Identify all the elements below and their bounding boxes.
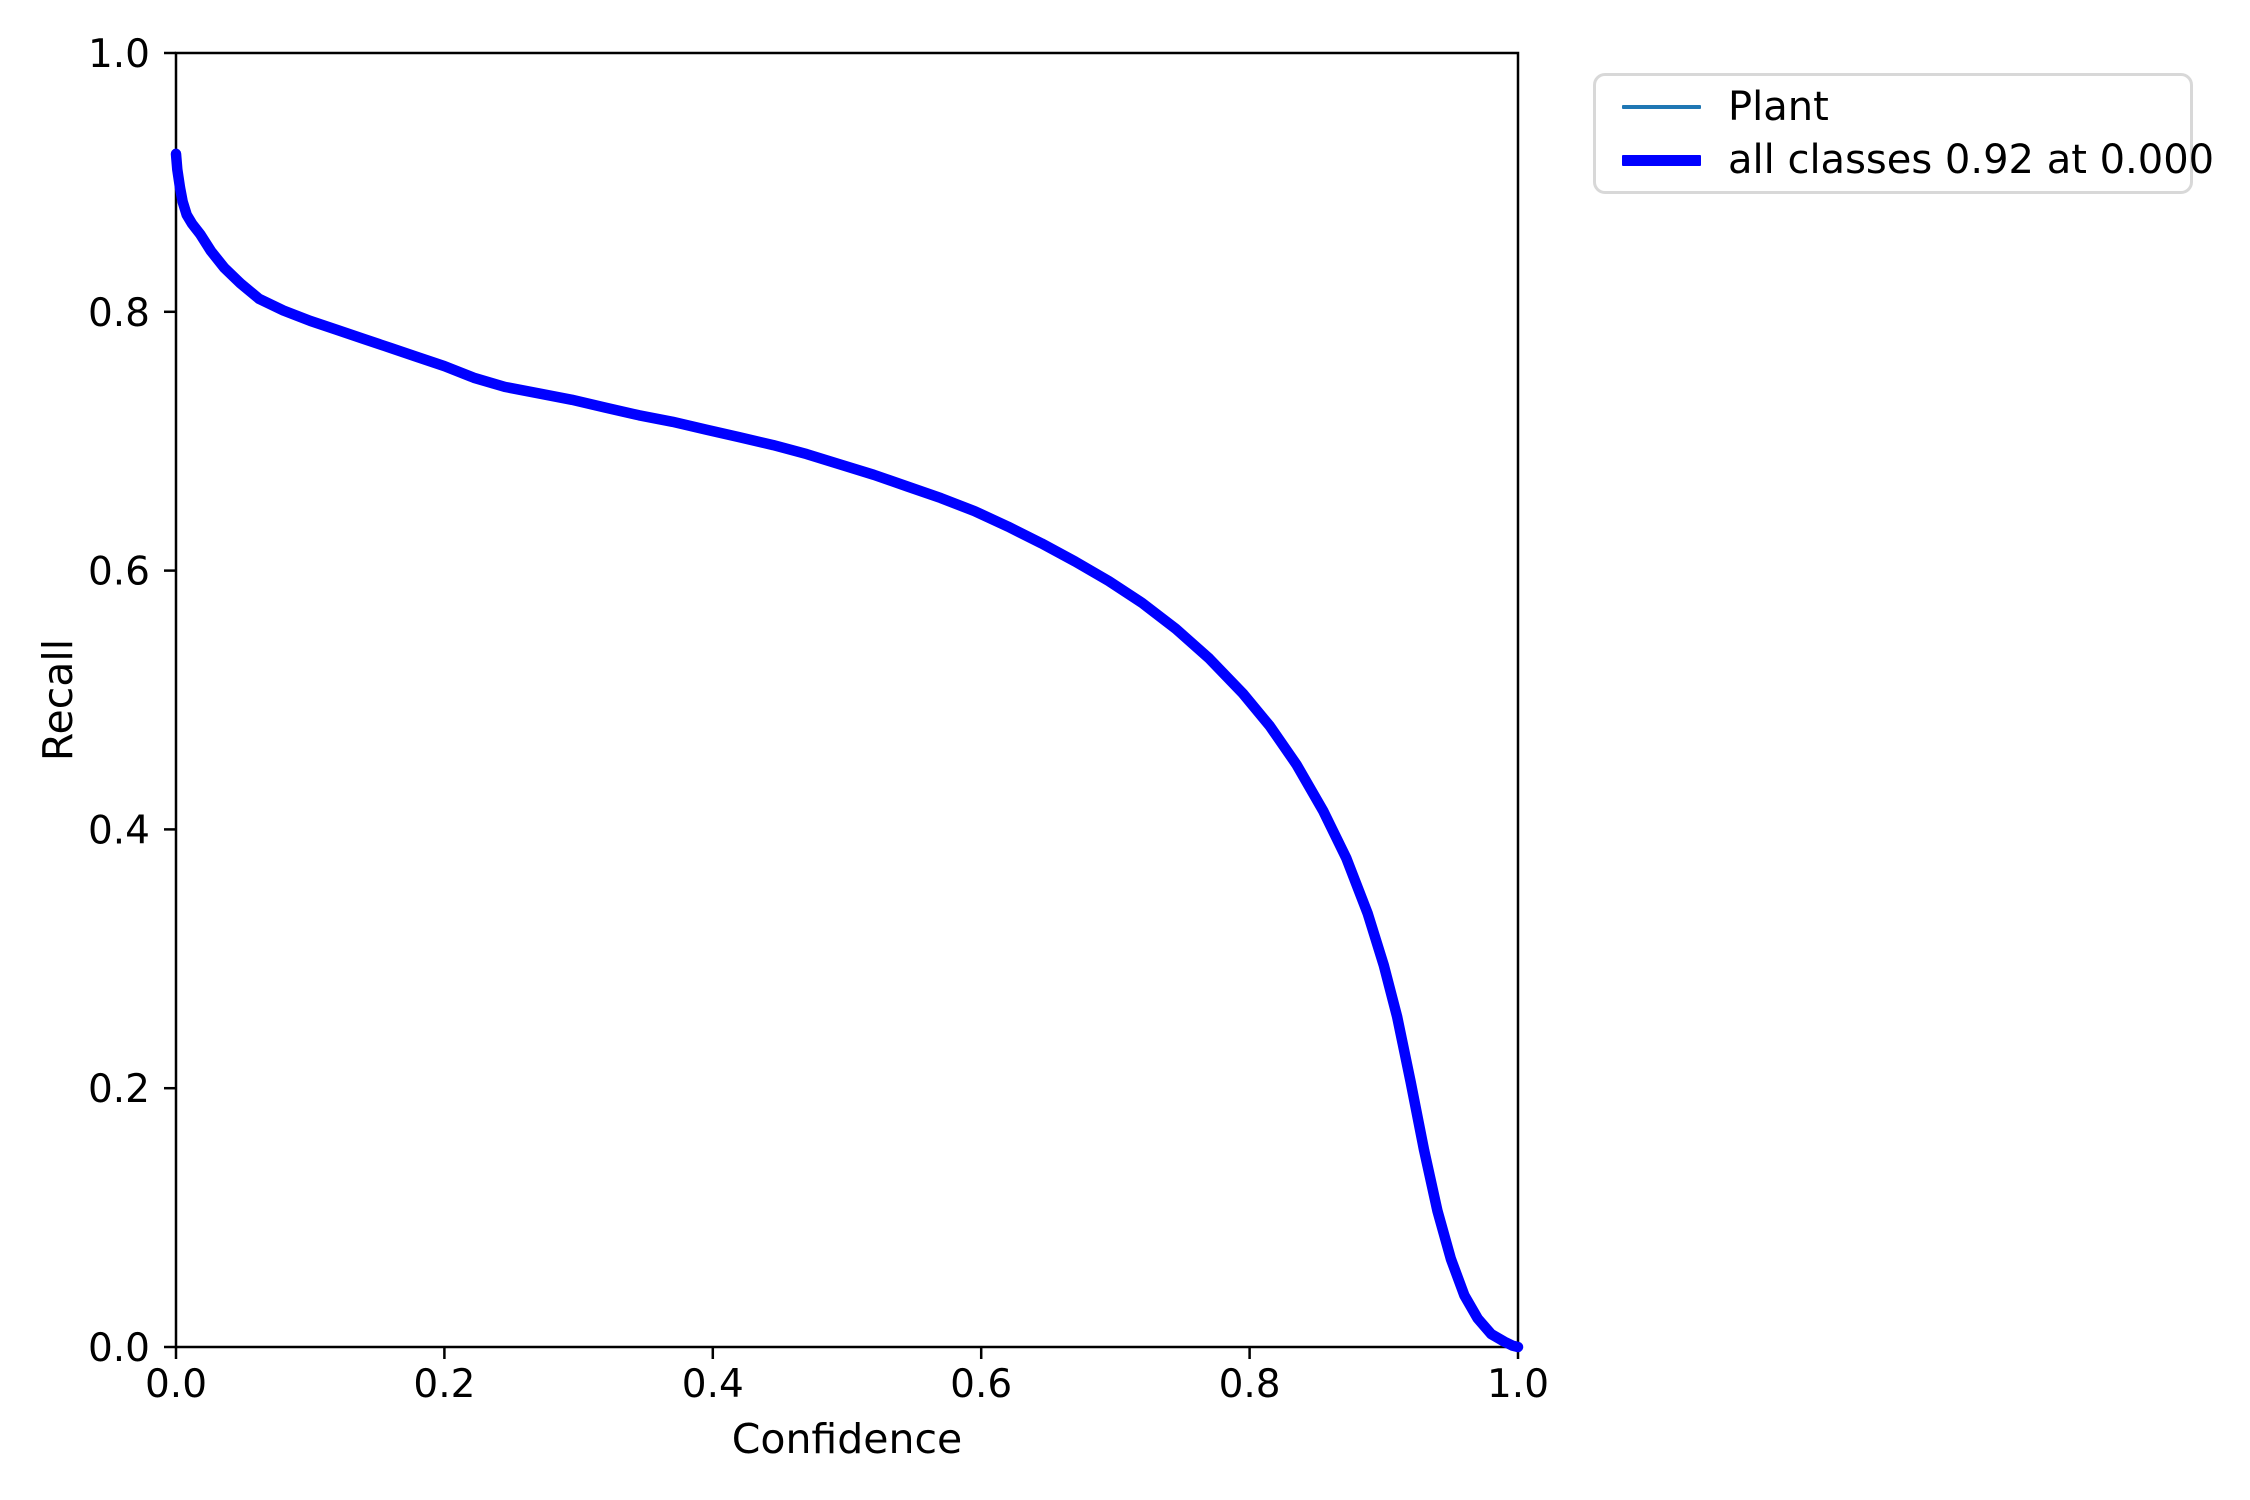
legend-line-swatch xyxy=(1622,154,1701,166)
y-tick-label: 0.4 xyxy=(88,808,150,853)
y-axis-label: Recall xyxy=(34,639,82,761)
legend-item: all classes 0.92 at 0.000 xyxy=(1622,138,2214,182)
legend-swatch-box xyxy=(1622,154,1701,166)
y-tick-label: 0.6 xyxy=(88,550,150,595)
x-tick-label: 0.0 xyxy=(145,1362,207,1407)
legend-swatch-box xyxy=(1622,105,1701,109)
axis-frame xyxy=(174,51,1520,1349)
curves xyxy=(170,148,1524,1353)
recall-confidence-curve-plant xyxy=(174,152,1520,1349)
recall-confidence-curve-all-classes xyxy=(170,148,1524,1353)
y-tick-label: 1.0 xyxy=(88,32,150,77)
x-tick-label: 1.0 xyxy=(1487,1362,1549,1407)
legend-line-swatch xyxy=(1622,105,1701,109)
x-axis-label: Confidence xyxy=(732,1415,963,1463)
legend: Plant all classes 0.92 at 0.000 xyxy=(1593,73,2214,194)
legend-item-label: Plant xyxy=(1728,84,1829,130)
x-tick-label: 0.8 xyxy=(1219,1362,1281,1407)
x-tick-label: 0.2 xyxy=(413,1362,475,1407)
legend-item: Plant xyxy=(1622,85,2190,129)
y-tick-label: 0.8 xyxy=(88,291,150,336)
x-tick-label: 0.6 xyxy=(950,1362,1012,1407)
legend-item-label: all classes 0.92 at 0.000 xyxy=(1728,137,2215,183)
y-tick-label: 0.2 xyxy=(88,1067,150,1112)
x-tick-label: 0.4 xyxy=(682,1362,744,1407)
y-tick-label: 0.0 xyxy=(88,1326,150,1371)
axis-ticks: 0.0 0.2 0.4 0.6 0.8 1.0 0.0 0.2 0.4 0.6 0.8 1.0 xyxy=(88,32,1549,1407)
